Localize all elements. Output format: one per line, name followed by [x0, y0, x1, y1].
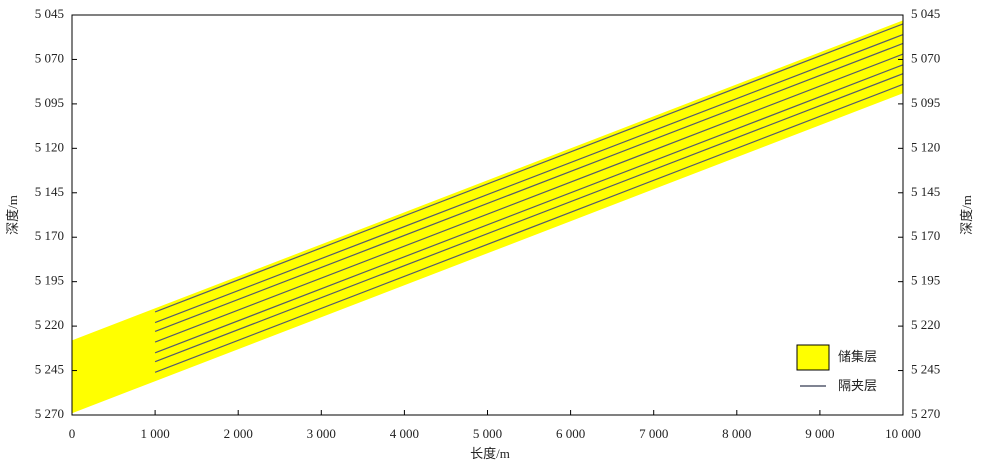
- y2-tick-label: 5 070: [911, 50, 940, 65]
- x-tick-label: 0: [69, 426, 76, 441]
- x-axis-label: 长度/m: [470, 446, 510, 461]
- x-tick-label: 10 000: [885, 426, 921, 441]
- legend-label: 隔夹层: [838, 378, 877, 393]
- interlayer-line: [154, 64, 904, 354]
- y-tick-label: 5 270: [35, 406, 64, 421]
- x-tick-label: 8 000: [722, 426, 751, 441]
- legend-label: 储集层: [838, 349, 877, 364]
- x-tick-label: 4 000: [390, 426, 419, 441]
- y-tick-label: 5 095: [35, 95, 64, 110]
- y2-tick-label: 5 045: [911, 6, 940, 21]
- y-tick-label: 5 170: [35, 228, 64, 243]
- x-tick-label: 6 000: [556, 426, 585, 441]
- interlayer-line: [154, 42, 904, 333]
- y-tick-label: 5 045: [35, 6, 64, 21]
- y2-tick-label: 5 120: [911, 139, 940, 154]
- y-axis-label: 深度/m: [5, 195, 20, 235]
- y-tick-label: 5 070: [35, 50, 64, 65]
- y2-tick-label: 5 270: [911, 406, 940, 421]
- y-tick-label: 5 245: [35, 362, 64, 377]
- interlayer-line: [154, 73, 904, 363]
- y-tick-label: 5 220: [35, 317, 64, 332]
- y2-tick-label: 5 145: [911, 184, 940, 199]
- x-tick-label: 3 000: [307, 426, 336, 441]
- x-tick-label: 5 000: [473, 426, 502, 441]
- interlayer-line: [154, 23, 904, 313]
- x-tick-label: 9 000: [805, 426, 834, 441]
- reservoir-band: [72, 20, 903, 414]
- y2-tick-label: 5 220: [911, 317, 940, 332]
- interlayer-line: [154, 33, 904, 324]
- y2-tick-label: 5 245: [911, 362, 940, 377]
- legend-swatch: [796, 344, 830, 371]
- y2-tick-label: 5 195: [911, 273, 940, 288]
- y2-axis-label: 深度/m: [959, 195, 974, 235]
- y-tick-label: 5 120: [35, 139, 64, 154]
- interlayer-line: [154, 83, 904, 373]
- y-tick-label: 5 145: [35, 184, 64, 199]
- y2-tick-label: 5 095: [911, 95, 940, 110]
- y2-tick-label: 5 170: [911, 228, 940, 243]
- x-tick-label: 2 000: [224, 426, 253, 441]
- interlayer-line: [154, 53, 904, 343]
- y-tick-label: 5 195: [35, 273, 64, 288]
- x-tick-label: 1 000: [140, 426, 169, 441]
- x-tick-label: 7 000: [639, 426, 668, 441]
